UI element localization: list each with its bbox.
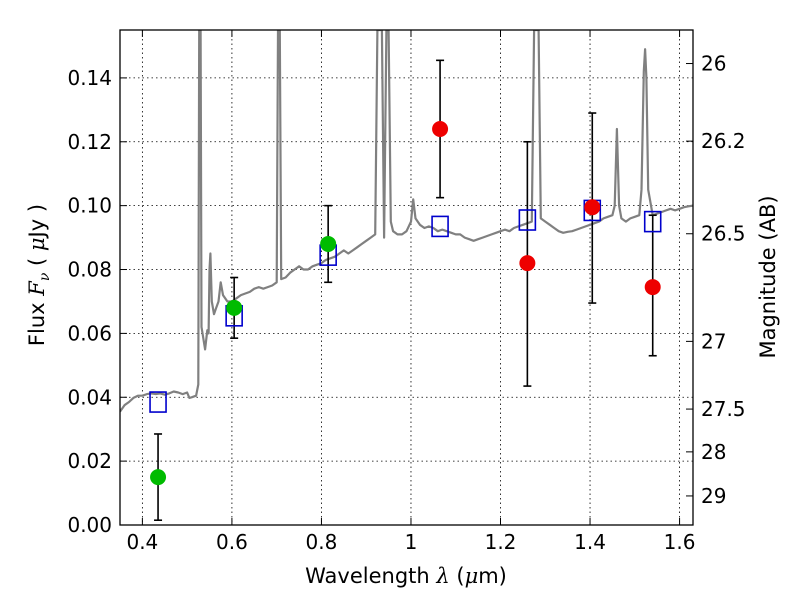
x-tick-label: 1.6: [664, 530, 696, 554]
y2-tick-label: 29: [701, 484, 726, 508]
plot-frame: [119, 29, 694, 526]
x-tick-label: 1.4: [574, 530, 606, 554]
y-tick-label: 0.02: [67, 449, 112, 473]
y-tick-label: 0.06: [67, 321, 112, 345]
x-axis-label: Wavelength λ (μm): [305, 564, 507, 588]
x-tick-label: 0.8: [306, 530, 338, 554]
y-tick-label: 0.04: [67, 385, 112, 409]
x-tick-label: 0.6: [216, 530, 248, 554]
model-spectrum-line: [120, 30, 693, 413]
y-axis-label: Flux Fν ( μJy ): [25, 204, 53, 346]
y2-tick-label: 26.2: [701, 129, 746, 153]
y-tick-label: 0.08: [67, 258, 112, 282]
tick-labels: 0.4 0.6 0.8 1 1.2 1.4 1.6 0.00 0.02 0.04 0.06 0.08 0…: [67, 52, 745, 554]
y2-tick-label: 27: [701, 329, 726, 353]
flux-measurement-point: [644, 279, 661, 296]
x-tick-label: 1: [405, 530, 418, 554]
data-points: [149, 121, 662, 486]
model-photometry-square: [643, 210, 662, 233]
y-tick-label: 0.00: [67, 513, 112, 537]
flux-measurement-point: [584, 199, 601, 216]
y2-tick-label: 28: [701, 440, 726, 464]
y-tick-label: 0.10: [67, 194, 112, 218]
model-photometry-square: [431, 215, 449, 238]
x-tick-label: 0.4: [126, 530, 158, 554]
flux-measurement-point: [320, 235, 337, 252]
y-tick-label: 0.12: [67, 130, 112, 154]
model-photometry-square: [149, 391, 167, 413]
y2-tick-label: 27.5: [701, 397, 746, 421]
model-photometry-square: [518, 209, 537, 231]
flux-measurement-point: [432, 121, 449, 137]
y2-tick-label: 26.5: [701, 222, 746, 246]
x-tick-label: 1.2: [485, 530, 517, 554]
gridlines: [120, 30, 693, 526]
y-tick-label: 0.14: [67, 66, 112, 90]
y2-axis-label: Magnitude (AB): [756, 195, 780, 358]
plot-area: [120, 30, 693, 413]
flux-measurement-point: [150, 469, 167, 486]
error-bars: [154, 59, 657, 522]
flux-measurement-point: [226, 299, 243, 316]
y2-tick-label: 26: [701, 52, 726, 76]
flux-measurement-point: [519, 255, 536, 272]
tick-marks: [120, 30, 693, 526]
